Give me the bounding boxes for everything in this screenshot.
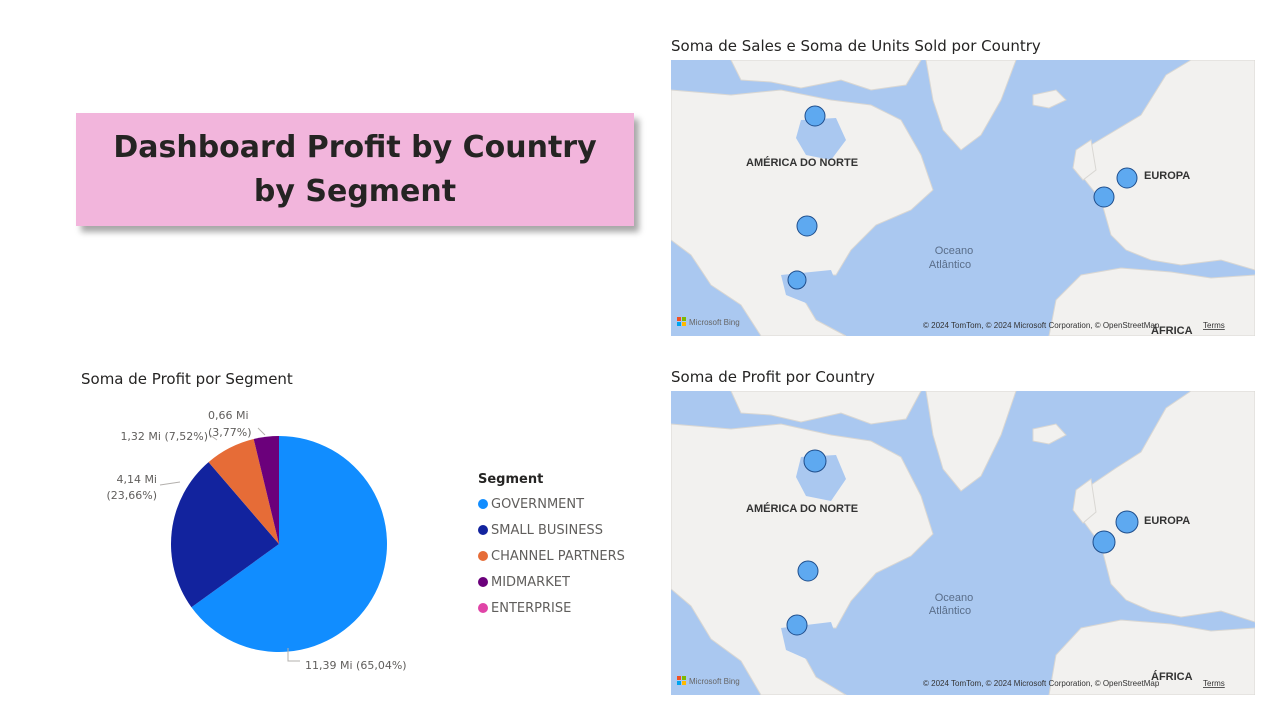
- legend-dot: [478, 499, 488, 509]
- map-terms-link[interactable]: Terms: [1203, 679, 1225, 688]
- pie-slice-small-business[interactable]: [171, 462, 279, 608]
- bubble-mexico[interactable]: [786, 614, 808, 636]
- legend-title: Segment: [478, 472, 544, 487]
- land-shapes: [671, 391, 1255, 695]
- legend-item-enterprise[interactable]: ENTERPRISE: [478, 595, 625, 621]
- label-government: 11,39 Mi (65,04%): [305, 659, 407, 672]
- pie-chart[interactable]: 11,39 Mi (65,04%) 4,14 Mi (23,66%) 1,32 …: [60, 395, 460, 695]
- map-profit[interactable]: AMÉRICA DO NORTE EUROPA Oceano Atlântico…: [671, 391, 1255, 695]
- legend-item-small-business[interactable]: SMALL BUSINESS: [478, 517, 625, 543]
- bubble-germany[interactable]: [1116, 167, 1138, 189]
- label-midmarket-percent: (3,77%): [208, 426, 252, 439]
- legend-item-channel-partners[interactable]: CHANNEL PARTNERS: [478, 543, 625, 569]
- map-attribution: © 2024 TomTom, © 2024 Microsoft Corporat…: [923, 679, 1160, 688]
- map-attribution: © 2024 TomTom, © 2024 Microsoft Corporat…: [923, 321, 1160, 330]
- pie-legend: Segment GOVERNMENT SMALL BUSINESS CHANNE…: [478, 472, 625, 621]
- label-ocean-2: Atlântico: [929, 259, 971, 271]
- bing-logo: Microsoft Bing: [677, 317, 740, 327]
- legend-label: ENTERPRISE: [491, 600, 572, 616]
- label-north-america: AMÉRICA DO NORTE: [746, 502, 858, 515]
- bubble-united-states[interactable]: [797, 560, 819, 582]
- bing-logo: Microsoft Bing: [677, 676, 740, 686]
- pie-slices: [171, 436, 387, 652]
- bubble-france[interactable]: [1092, 530, 1116, 554]
- dashboard-title-box: Dashboard Profit by Country by Segment: [76, 113, 634, 226]
- map-bubbles: [787, 105, 1138, 290]
- pie-slice-midmarket[interactable]: [253, 436, 279, 544]
- label-channel-partners: 1,32 Mi (7,52%): [120, 430, 208, 443]
- bubble-germany[interactable]: [1115, 510, 1139, 534]
- legend-item-midmarket[interactable]: MIDMARKET: [478, 569, 625, 595]
- legend-dot: [478, 577, 488, 587]
- legend-dot: [478, 551, 488, 561]
- pie-leader-lines: [159, 427, 300, 662]
- bing-logo-text: Microsoft Bing: [689, 677, 740, 686]
- pie-slice-government[interactable]: [191, 436, 387, 652]
- pie-chart-title: Soma de Profit por Segment: [81, 370, 293, 388]
- label-small-business-value: 4,14 Mi: [116, 473, 157, 486]
- map-terms-link[interactable]: Terms: [1203, 321, 1225, 330]
- legend-label: SMALL BUSINESS: [491, 522, 603, 538]
- label-africa: ÁFRICA: [1151, 670, 1193, 683]
- label-ocean-1: Oceano: [935, 592, 974, 604]
- label-europe: EUROPA: [1144, 515, 1190, 527]
- legend-dot: [478, 603, 488, 613]
- bubble-united-states[interactable]: [796, 215, 818, 237]
- bubble-canada[interactable]: [803, 449, 827, 473]
- label-africa: ÁFRICA: [1151, 324, 1193, 336]
- bubble-mexico[interactable]: [787, 270, 807, 290]
- legend-dot: [478, 525, 488, 535]
- legend-label: CHANNEL PARTNERS: [491, 548, 625, 564]
- label-ocean-2: Atlântico: [929, 605, 971, 617]
- label-small-business-percent: (23,66%): [106, 489, 157, 502]
- bing-logo-text: Microsoft Bing: [689, 318, 740, 327]
- bubble-france[interactable]: [1093, 186, 1115, 208]
- map-sales-title: Soma de Sales e Soma de Units Sold por C…: [671, 37, 1041, 55]
- map-bubbles: [786, 449, 1139, 636]
- legend-label: GOVERNMENT: [491, 496, 585, 512]
- land-shapes: [671, 60, 1255, 336]
- label-europe: EUROPA: [1144, 170, 1190, 182]
- legend-item-government[interactable]: GOVERNMENT: [478, 491, 625, 517]
- label-midmarket-value: 0,66 Mi: [208, 409, 249, 422]
- pie-slice-channel-partners[interactable]: [208, 439, 279, 544]
- map-sales[interactable]: AMÉRICA DO NORTE EUROPA Oceano Atlântico…: [671, 60, 1255, 336]
- label-north-america: AMÉRICA DO NORTE: [746, 156, 858, 169]
- label-ocean-1: Oceano: [935, 245, 974, 257]
- map-profit-title: Soma de Profit por Country: [671, 368, 875, 386]
- bubble-canada[interactable]: [804, 105, 826, 127]
- legend-label: MIDMARKET: [491, 574, 570, 590]
- dashboard-title: Dashboard Profit by Country by Segment: [113, 129, 597, 209]
